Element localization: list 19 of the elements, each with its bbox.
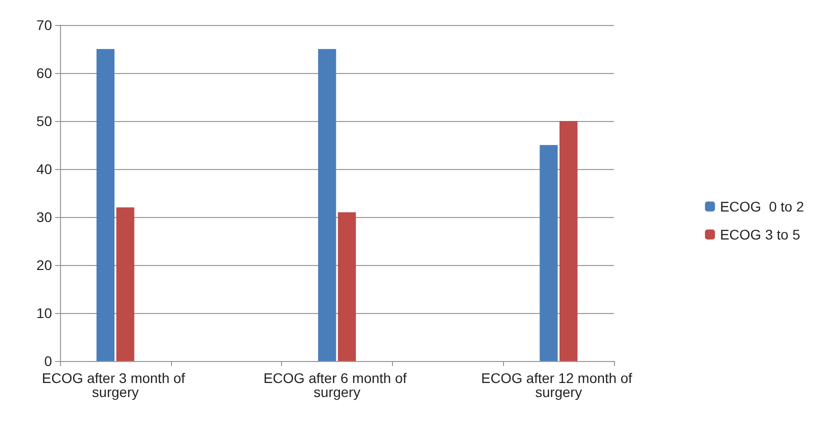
y-tick-label: 50 — [36, 113, 52, 129]
bar — [96, 49, 114, 361]
bar — [540, 145, 558, 361]
bar — [560, 121, 578, 361]
y-tick-label: 60 — [36, 65, 52, 81]
bar — [116, 207, 134, 361]
bar — [318, 49, 336, 361]
x-tick-label: ECOG after 6 month of surgery — [263, 370, 411, 400]
x-tick-label: ECOG after 12 month of surgery — [481, 370, 636, 400]
bar — [338, 212, 356, 361]
legend-label: ECOG 0 to 2 — [720, 198, 804, 214]
y-tick-label: 20 — [36, 257, 52, 273]
legend-label: ECOG 3 to 5 — [720, 226, 800, 242]
y-tick-label: 30 — [36, 209, 52, 225]
x-tick-label: ECOG after 3 month of surgery — [42, 370, 189, 400]
y-tick-label: 10 — [36, 305, 52, 321]
y-tick-label: 0 — [44, 353, 52, 369]
y-tick-label: 70 — [36, 17, 52, 33]
y-tick-label: 40 — [36, 161, 52, 177]
